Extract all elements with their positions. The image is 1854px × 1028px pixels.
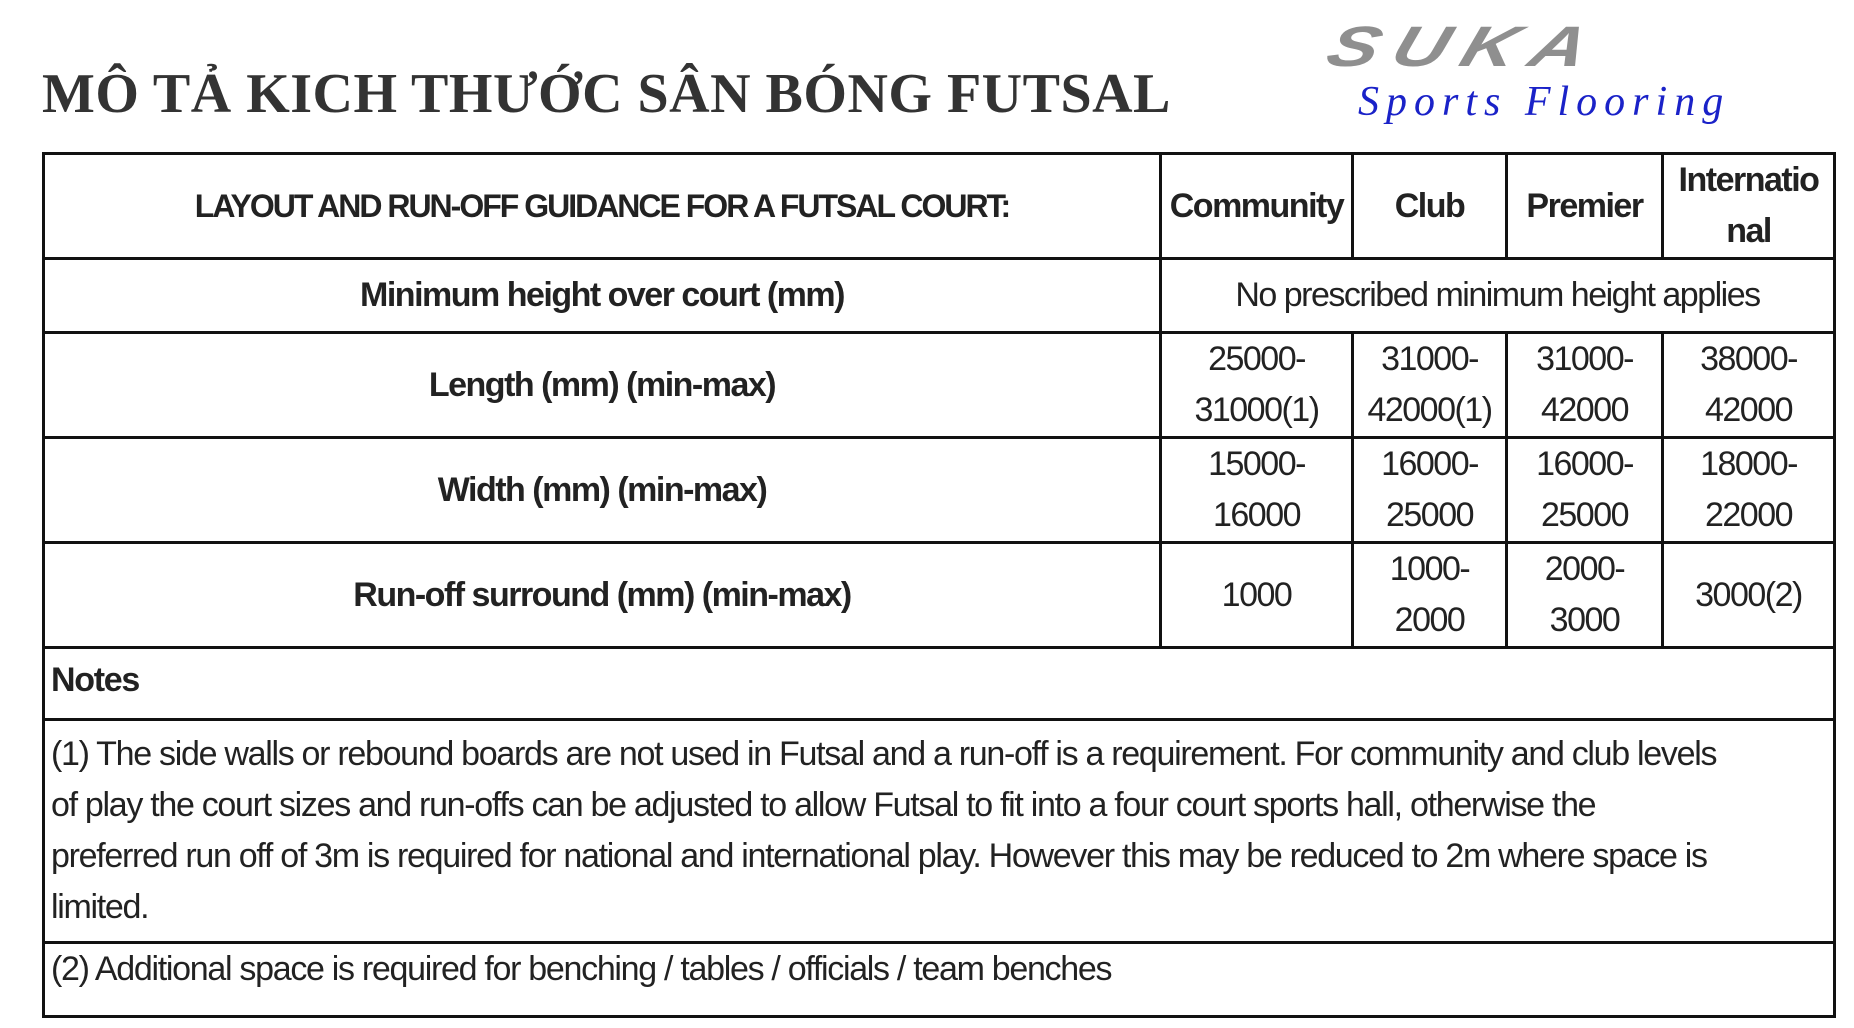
cell: 15000- 16000 bbox=[1159, 436, 1354, 544]
page-title: MÔ TẢ KICH THƯỚC SÂN BÓNG FUTSAL bbox=[42, 63, 1171, 125]
row-label: Minimum height over court (mm) bbox=[42, 257, 1162, 334]
table-row: Run-off surround (mm) (min-max) 1000 100… bbox=[42, 541, 1836, 649]
header-community: Community bbox=[1159, 152, 1354, 260]
row-label: Length (mm) (min-max) bbox=[42, 331, 1162, 439]
cell: 1000- 2000 bbox=[1351, 541, 1508, 649]
note-1-line: limited. bbox=[51, 888, 150, 926]
cell: 16000- 25000 bbox=[1505, 436, 1664, 544]
cell: 16000- 25000 bbox=[1351, 436, 1508, 544]
table-row: Length (mm) (min-max) 25000- 31000(1) 310… bbox=[42, 331, 1836, 439]
note-1-line: (1) The side walls or rebound boards are… bbox=[51, 735, 1717, 773]
cell: 3000(2) bbox=[1661, 541, 1836, 649]
cell: 38000- 42000 bbox=[1661, 331, 1836, 439]
note-1-row: (1) The side walls or rebound boards are… bbox=[42, 718, 1836, 944]
header-premier: Premier bbox=[1505, 152, 1664, 260]
logo-tagline: Sports Flooring bbox=[1358, 79, 1731, 125]
header-club: Club bbox=[1351, 152, 1508, 260]
note-1: (1) The side walls or rebound boards are… bbox=[42, 718, 1836, 944]
header-international: Internatio nal bbox=[1661, 152, 1836, 260]
table-row: Minimum height over court (mm) No prescr… bbox=[42, 257, 1836, 334]
header-main: LAYOUT AND RUN-OFF GUIDANCE FOR A FUTSAL… bbox=[42, 152, 1162, 260]
cell: 31000- 42000 bbox=[1505, 331, 1664, 439]
cell: 1000 bbox=[1159, 541, 1354, 649]
merged-value: No prescribed minimum height applies bbox=[1159, 257, 1836, 334]
notes-heading-row: Notes bbox=[42, 646, 1836, 721]
row-label: Run-off surround (mm) (min-max) bbox=[42, 541, 1162, 649]
note-1-line: of play the court sizes and run-offs can… bbox=[51, 786, 1597, 824]
note-2: (2) Additional space is required for ben… bbox=[42, 941, 1836, 1018]
header-row: LAYOUT AND RUN-OFF GUIDANCE FOR A FUTSAL… bbox=[42, 152, 1836, 260]
cell: 2000- 3000 bbox=[1505, 541, 1664, 649]
cell: 25000- 31000(1) bbox=[1159, 331, 1354, 439]
futsal-guidance-table: LAYOUT AND RUN-OFF GUIDANCE FOR A FUTSAL… bbox=[42, 152, 1836, 1018]
cell: 31000- 42000(1) bbox=[1351, 331, 1508, 439]
header-international-line2: nal bbox=[1726, 212, 1772, 250]
cell: 18000- 22000 bbox=[1661, 436, 1836, 544]
notes-heading: Notes bbox=[42, 646, 1836, 721]
note-1-line: preferred run off of 3m is required for … bbox=[51, 837, 1708, 875]
header-international-line1: Internatio bbox=[1678, 161, 1820, 199]
row-label: Width (mm) (min-max) bbox=[42, 436, 1162, 544]
suka-logo: SUKA Sports Flooring bbox=[1319, 14, 1830, 129]
note-2-row: (2) Additional space is required for ben… bbox=[42, 941, 1836, 1018]
table-row: Width (mm) (min-max) 15000- 16000 16000- 2… bbox=[42, 436, 1836, 544]
logo-brand: SUKA bbox=[1319, 14, 1612, 79]
